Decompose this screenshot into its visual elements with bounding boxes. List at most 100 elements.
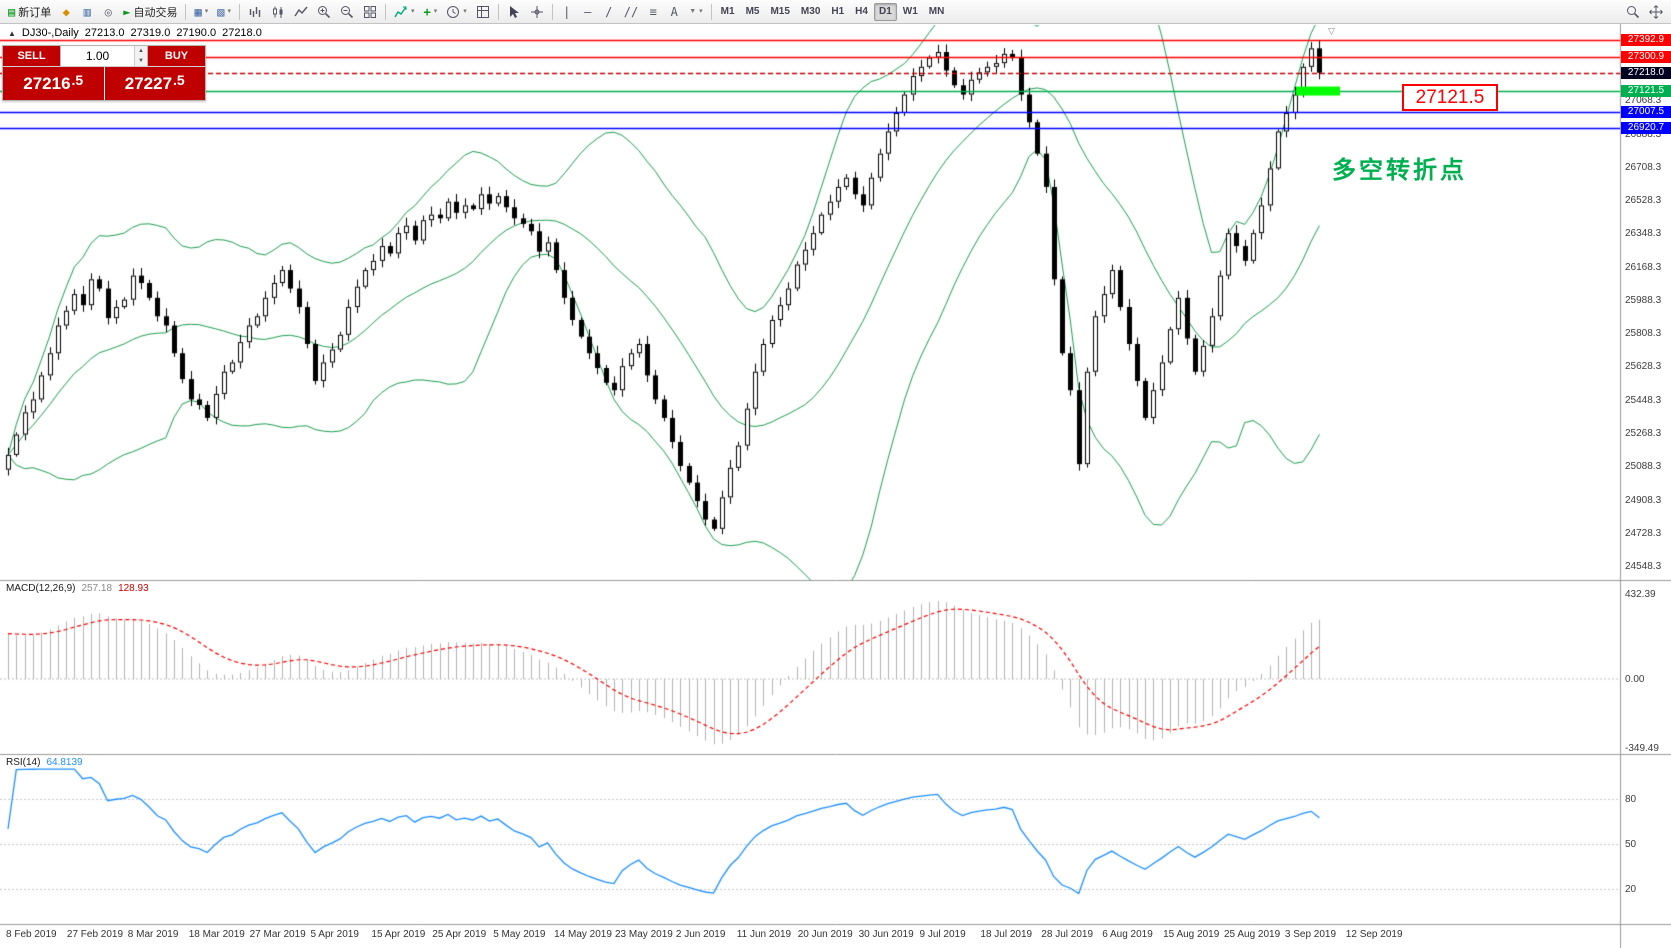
main-toolbar: ▤ 新订单 ◆ ▥ ◎ ► 自动交易 ▦ ▾ ▧ ▾ ▾	[0, 0, 1671, 24]
market-watch-button[interactable]: ◆	[56, 2, 76, 22]
data-window-button[interactable]: ▥	[77, 2, 97, 22]
volume-up-button[interactable]: ▲	[135, 46, 147, 56]
price-axis-tick: 26708.3	[1625, 161, 1662, 173]
price-level-label: 27007.5	[1621, 106, 1671, 118]
time-axis-label: 8 Feb 2019	[6, 929, 57, 940]
timeframe-m1[interactable]: M1	[720, 6, 735, 17]
vline-icon: |	[563, 4, 571, 19]
buy-button[interactable]: BUY	[148, 46, 205, 66]
rsi-axis-label: 20	[1625, 884, 1637, 895]
sell-price-frac: .5	[71, 71, 84, 88]
toolbar-separator	[238, 3, 240, 20]
channel-tool[interactable]: //	[620, 2, 642, 22]
line-chart-icon	[294, 6, 308, 16]
toolbar-separator	[384, 3, 386, 20]
market-watch-icon: ◆	[62, 4, 70, 19]
fibonacci-tool[interactable]: ≡	[643, 2, 663, 22]
time-axis-label: 20 Jun 2019	[797, 929, 853, 940]
time-axis-label: 27 Mar 2019	[249, 929, 306, 940]
rsi-axis-label: 50	[1625, 839, 1637, 850]
macd-indicator-label: MACD(12,26,9) 257.18 128.93	[6, 583, 149, 594]
timeframe-h1[interactable]: H1	[831, 6, 845, 17]
add-indicator-button[interactable]: + ▾	[419, 2, 441, 22]
hline-icon: —	[584, 4, 592, 19]
pan-button[interactable]	[1645, 2, 1667, 22]
search-button[interactable]	[1622, 2, 1644, 22]
candlestick-icon	[272, 6, 283, 18]
timeframe-d1[interactable]: D1	[873, 2, 897, 21]
sell-button[interactable]: SELL	[3, 46, 60, 66]
chevron-down-icon: ▾	[227, 8, 231, 15]
time-axis-label: 23 May 2019	[615, 929, 673, 940]
price-axis-tick: 24908.3	[1625, 494, 1662, 506]
chart-ohlc-header: ▲ DJ30-,Daily 27213.0 27319.0 27190.0 27…	[8, 27, 262, 39]
tile-windows-icon	[363, 5, 376, 18]
volume-down-button[interactable]: ▼	[135, 56, 147, 66]
zoom-out-icon	[340, 5, 354, 18]
tile-windows-button[interactable]	[359, 2, 381, 22]
fibonacci-icon: ≡	[649, 4, 657, 19]
time-axis-label: 27 Feb 2019	[66, 929, 124, 940]
profiles-button[interactable]: ▧ ▾	[213, 2, 235, 22]
crosshair-button[interactable]	[526, 2, 548, 22]
line-mode-button[interactable]	[290, 2, 312, 22]
chart-open: 27213.0	[84, 27, 125, 39]
vertical-line-tool[interactable]: |	[557, 2, 577, 22]
time-axis-label: 11 Jun 2019	[736, 929, 792, 940]
autotrade-play-icon: ►	[123, 4, 131, 19]
turning-point-annotation[interactable]: 多空转折点	[1332, 157, 1467, 184]
chart-close: 27218.0	[222, 27, 262, 39]
new-chart-button[interactable]: ▦ ▾	[190, 2, 212, 22]
chart-symbol: DJ30-,Daily	[21, 27, 79, 39]
time-axis-label: 15 Apr 2019	[371, 929, 426, 940]
buy-price-main: 27227	[124, 74, 173, 93]
crosshair-icon	[530, 5, 543, 18]
time-axis-label: 18 Jul 2019	[980, 929, 1033, 940]
macd-main-value: 257.18	[81, 583, 113, 594]
zoom-in-button[interactable]	[313, 2, 335, 22]
volume-stepper[interactable]: 1.00 ▲ ▼	[60, 46, 148, 66]
time-axis-label: 5 May 2019	[493, 929, 546, 940]
price-axis-tick: 25988.3	[1625, 294, 1662, 306]
autotrade-button[interactable]: ► 自动交易	[119, 2, 181, 22]
price-level-box[interactable]: 27121.5	[1402, 84, 1498, 111]
period-button[interactable]: ▾	[442, 2, 471, 22]
toolbar-separator	[710, 3, 712, 20]
new-order-label: 新订单	[18, 6, 52, 19]
volume-value[interactable]: 1.00	[85, 49, 110, 63]
time-axis[interactable]: 8 Feb 2019 27 Feb 2019 8 Mar 2019 18 Mar 20…	[0, 926, 1620, 948]
time-axis-label: 2 Jun 2019	[675, 929, 726, 940]
rsi-axis-label: 80	[1625, 794, 1637, 805]
cursor-button[interactable]	[503, 2, 525, 22]
candles-mode-button[interactable]	[267, 2, 289, 22]
macd-axis-label: 432.39	[1625, 588, 1656, 600]
timeframe-mn[interactable]: MN	[928, 6, 945, 17]
bars-mode-button[interactable]	[244, 2, 266, 22]
price-axis[interactable]: 27068.3 26888.3 26708.3 26528.3 26348.3 26168…	[1621, 0, 1671, 948]
zoom-out-button[interactable]	[336, 2, 358, 22]
timeframe-w1[interactable]: W1	[902, 6, 918, 17]
buy-price[interactable]: 27227 .5	[104, 67, 205, 100]
timeframe-m5[interactable]: M5	[745, 6, 760, 17]
horizontal-line-tool[interactable]: —	[578, 2, 598, 22]
trendline-tool[interactable]: /	[599, 2, 619, 22]
text-tool[interactable]: A	[664, 2, 684, 22]
new-order-button[interactable]: ▤ 新订单	[4, 2, 55, 22]
indicators-button[interactable]: ▾	[390, 2, 419, 22]
navigator-button[interactable]: ◎	[98, 2, 118, 22]
timeframe-m30[interactable]: M30	[800, 6, 821, 17]
price-axis-tick: 26348.3	[1625, 228, 1662, 240]
timeframe-m15[interactable]: M15	[770, 6, 790, 17]
time-axis-label: 9 Jul 2019	[919, 929, 966, 940]
timeframe-h4[interactable]: H4	[855, 6, 868, 17]
shapes-tool[interactable]: ▼ ▾	[685, 2, 706, 22]
chart-shift-marker-icon[interactable]: ▽	[1328, 26, 1335, 36]
price-axis-tick: 26528.3	[1625, 195, 1662, 207]
new-order-icon: ▤	[8, 4, 16, 19]
chevron-down-icon: ▾	[463, 8, 467, 15]
sell-price[interactable]: 27216 .5	[3, 67, 104, 100]
price-axis-tick: 25268.3	[1625, 428, 1662, 440]
rsi-indicator-label: RSI(14) 64.8139	[6, 757, 83, 768]
template-button[interactable]	[472, 2, 494, 22]
